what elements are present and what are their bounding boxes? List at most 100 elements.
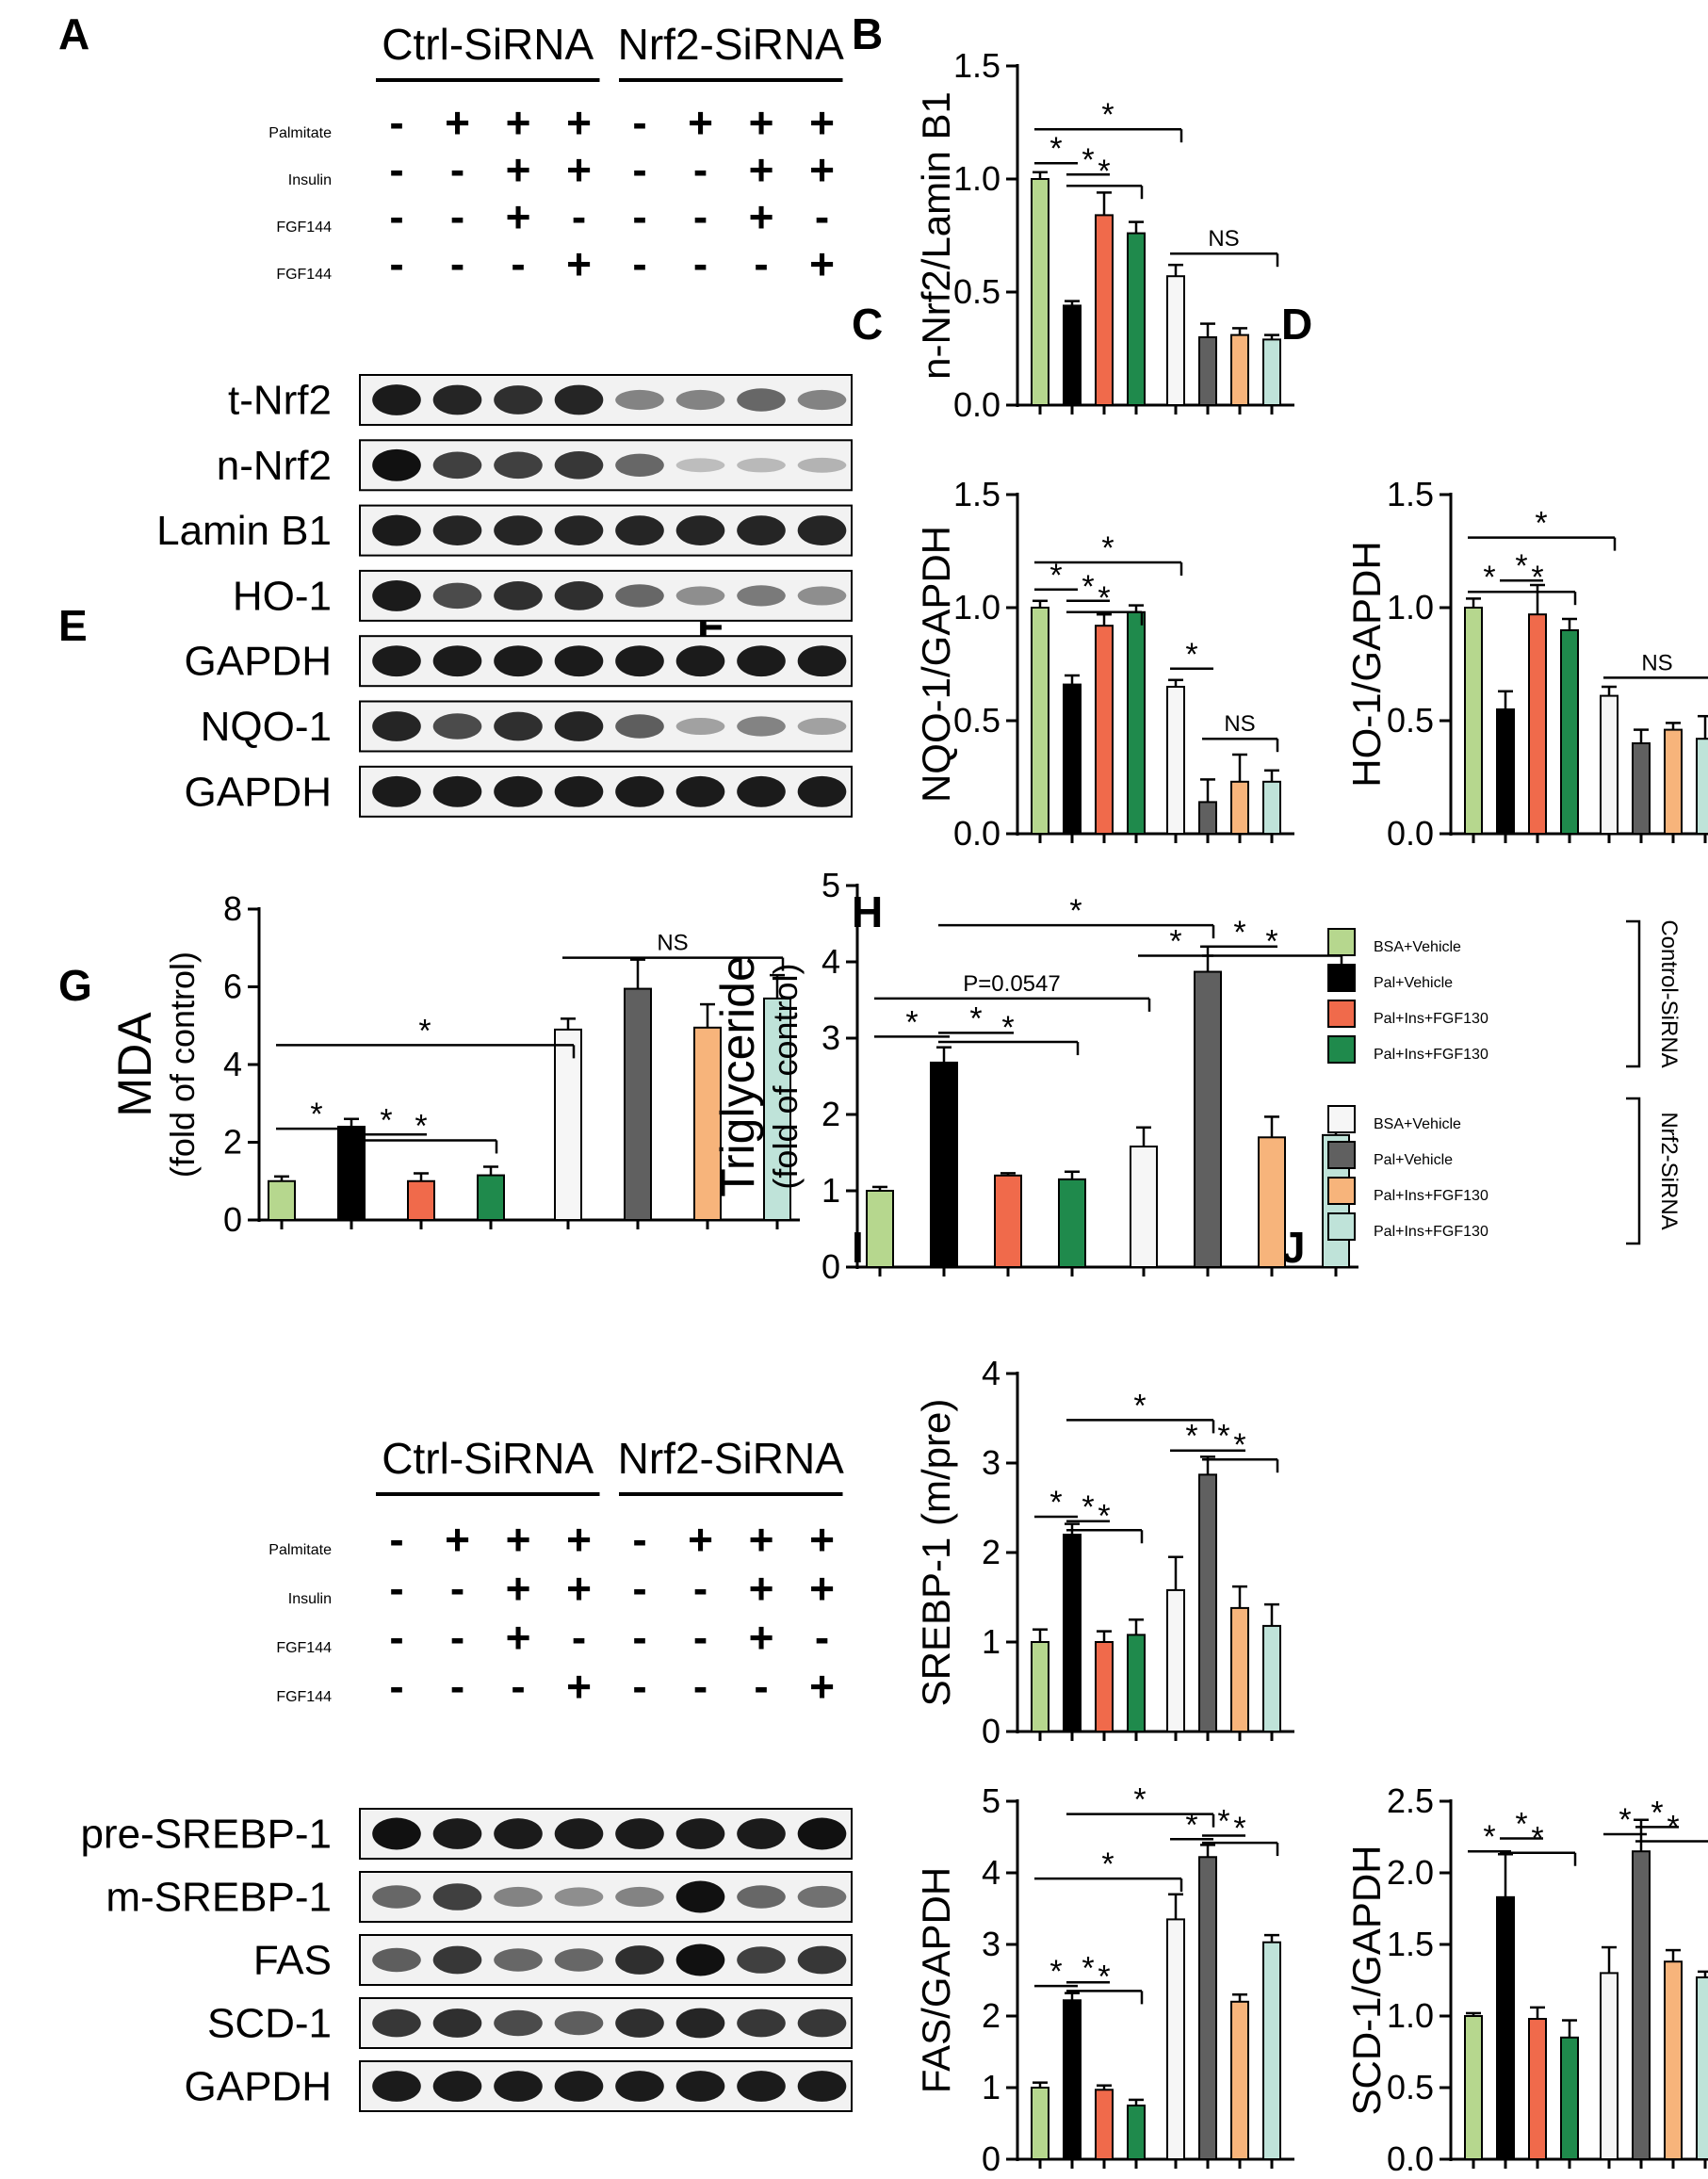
blot-g-band: [675, 2071, 725, 2102]
significance-label: NS: [1224, 711, 1255, 737]
legend-swatch: [1327, 1000, 1356, 1028]
bar: [1127, 2105, 1146, 2160]
blot-g-treatment-sign: -: [632, 1662, 646, 1711]
legend-swatch: [1327, 928, 1356, 956]
blot-g-band: [737, 1818, 786, 1849]
legend-item-label-main: BSA+Vehicle: [1374, 1116, 1461, 1132]
legend-item-label-main: BSA+Vehicle: [1374, 939, 1461, 955]
bar: [1063, 1534, 1082, 1732]
bar: [1166, 686, 1185, 835]
blot-a-treatment-sign: +: [809, 145, 835, 194]
blot-a-treatment-sign: +: [506, 98, 531, 147]
blot-g-band-label-4: GAPDH: [185, 2064, 332, 2110]
blot-g-treatment-sign: -: [815, 1613, 829, 1662]
legend-item-label: Pal+Ins+FGF130: [1374, 1011, 1488, 1027]
y-tick-label: 0: [982, 1712, 1000, 1750]
significance-label: *: [1185, 1807, 1197, 1843]
blot-g-band: [675, 2008, 725, 2039]
blot-a-treatment-sign: +: [506, 145, 531, 194]
y-tick-label: 0: [223, 1200, 242, 1239]
blot-a-treatment-label-1: Insulin44: [288, 172, 332, 188]
legend-item-label-superscript: 30: [1472, 1011, 1488, 1027]
y-tick-label: 0.0: [1387, 814, 1434, 853]
blot-g-treatment-label-1-main: Insulin: [288, 1591, 332, 1607]
bar: [1063, 304, 1082, 406]
blot-a-treatment-sign: +: [566, 239, 592, 288]
bar: [1127, 1634, 1146, 1733]
legend-item-label-main: Pal+Ins+FGF1: [1374, 1011, 1472, 1027]
significance-label: *: [310, 1097, 322, 1132]
significance-label: *: [1049, 558, 1062, 594]
blot-g-band-label-3: SCD-1: [207, 2001, 332, 2047]
significance-label: *: [1483, 560, 1495, 595]
panel-letter-g: G: [58, 961, 92, 1010]
bar: [1031, 607, 1049, 835]
blot-a-band: [494, 645, 543, 677]
bar: [1130, 1146, 1158, 1269]
blot-g-band: [432, 1818, 482, 1849]
blot-a-treatment-label-3: FGF144: [276, 267, 332, 283]
y-axis-label: n-Nrf2/Lamin B1: [914, 91, 958, 380]
blot-a-treatment-sign: -: [632, 192, 646, 241]
blot-g-band: [494, 1948, 543, 1972]
blot-g-treatment-sign: +: [506, 1515, 531, 1564]
bar: [477, 1174, 505, 1221]
blot-g-band: [675, 1880, 725, 1913]
legend-item-label: Pal+Vehicle30: [1374, 975, 1453, 991]
y-tick-label: 0.0: [1387, 2139, 1434, 2178]
bar: [1031, 2087, 1049, 2160]
y-tick-label: 0: [982, 2139, 1000, 2178]
significance-label: NS: [1208, 226, 1239, 252]
bar: [994, 1174, 1022, 1269]
panel-letter-e: E: [58, 601, 88, 650]
blot-g-band: [372, 2071, 421, 2102]
significance-label: *: [1098, 1498, 1110, 1534]
blot-g-treatment-sign: -: [389, 1662, 403, 1711]
blot-a-treatment-sign: -: [389, 239, 403, 288]
bar: [1262, 780, 1281, 835]
blot-a-band: [494, 451, 543, 480]
blot-a-treatment-sign: -: [815, 192, 829, 241]
blot-a-treatment-label-3-superscript: 44: [315, 267, 332, 283]
significance-label: *: [1049, 1485, 1062, 1520]
blot-a-band: [432, 451, 482, 480]
significance-label: *: [1133, 1782, 1146, 1818]
blot-a-treatment-sign: +: [809, 98, 835, 147]
blot-a-band-label-3: HO-1: [233, 573, 332, 619]
blot-g-band: [797, 2071, 847, 2102]
blot-a-treatment-sign: +: [688, 98, 713, 147]
bar: [337, 1126, 366, 1221]
significance-label: *: [905, 1004, 918, 1040]
blot-a-band: [797, 515, 847, 545]
y-tick-label: 8: [223, 889, 242, 928]
blot-a-band: [737, 585, 786, 607]
y-tick-label: 6: [223, 968, 242, 1006]
blot-g-band: [554, 1887, 604, 1907]
bar: [1031, 178, 1049, 406]
significance-label: *: [1483, 1819, 1495, 1855]
significance-label: *: [1185, 637, 1197, 673]
significance-label: *: [1233, 1427, 1245, 1463]
bar: [763, 997, 791, 1221]
bar: [1600, 1972, 1619, 2160]
bar: [1528, 2018, 1547, 2161]
blot-g-treatment-sign: -: [389, 1515, 403, 1564]
blot-a-band-label-1: n-Nrf2: [217, 443, 332, 489]
y-tick-label: 4: [223, 1045, 242, 1083]
y-tick-label: 2: [223, 1123, 242, 1162]
blot-g-band: [615, 1818, 664, 1849]
blot-g-treatment-label-1: Insulin44: [288, 1591, 332, 1607]
blot-g-treatment-sign: -: [450, 1613, 464, 1662]
legend-item-label: Pal+Ins+FGF130: [1374, 1188, 1488, 1204]
bar: [1528, 613, 1547, 836]
y-tick-label: 1: [982, 1622, 1000, 1661]
blot-a-blot: Ctrl-SiRNANrf2-SiRNAPalmitate44-+++-+++I…: [156, 20, 853, 818]
significance-label: *: [1082, 142, 1094, 178]
blot-g-treatment-sign: +: [566, 1662, 592, 1711]
blot-a-treatment-sign: +: [749, 98, 774, 147]
chart-e: 0 2 4 6 8 MDA (fold of control) * * * * NS: [108, 889, 800, 1239]
blot-a-band: [737, 515, 786, 545]
